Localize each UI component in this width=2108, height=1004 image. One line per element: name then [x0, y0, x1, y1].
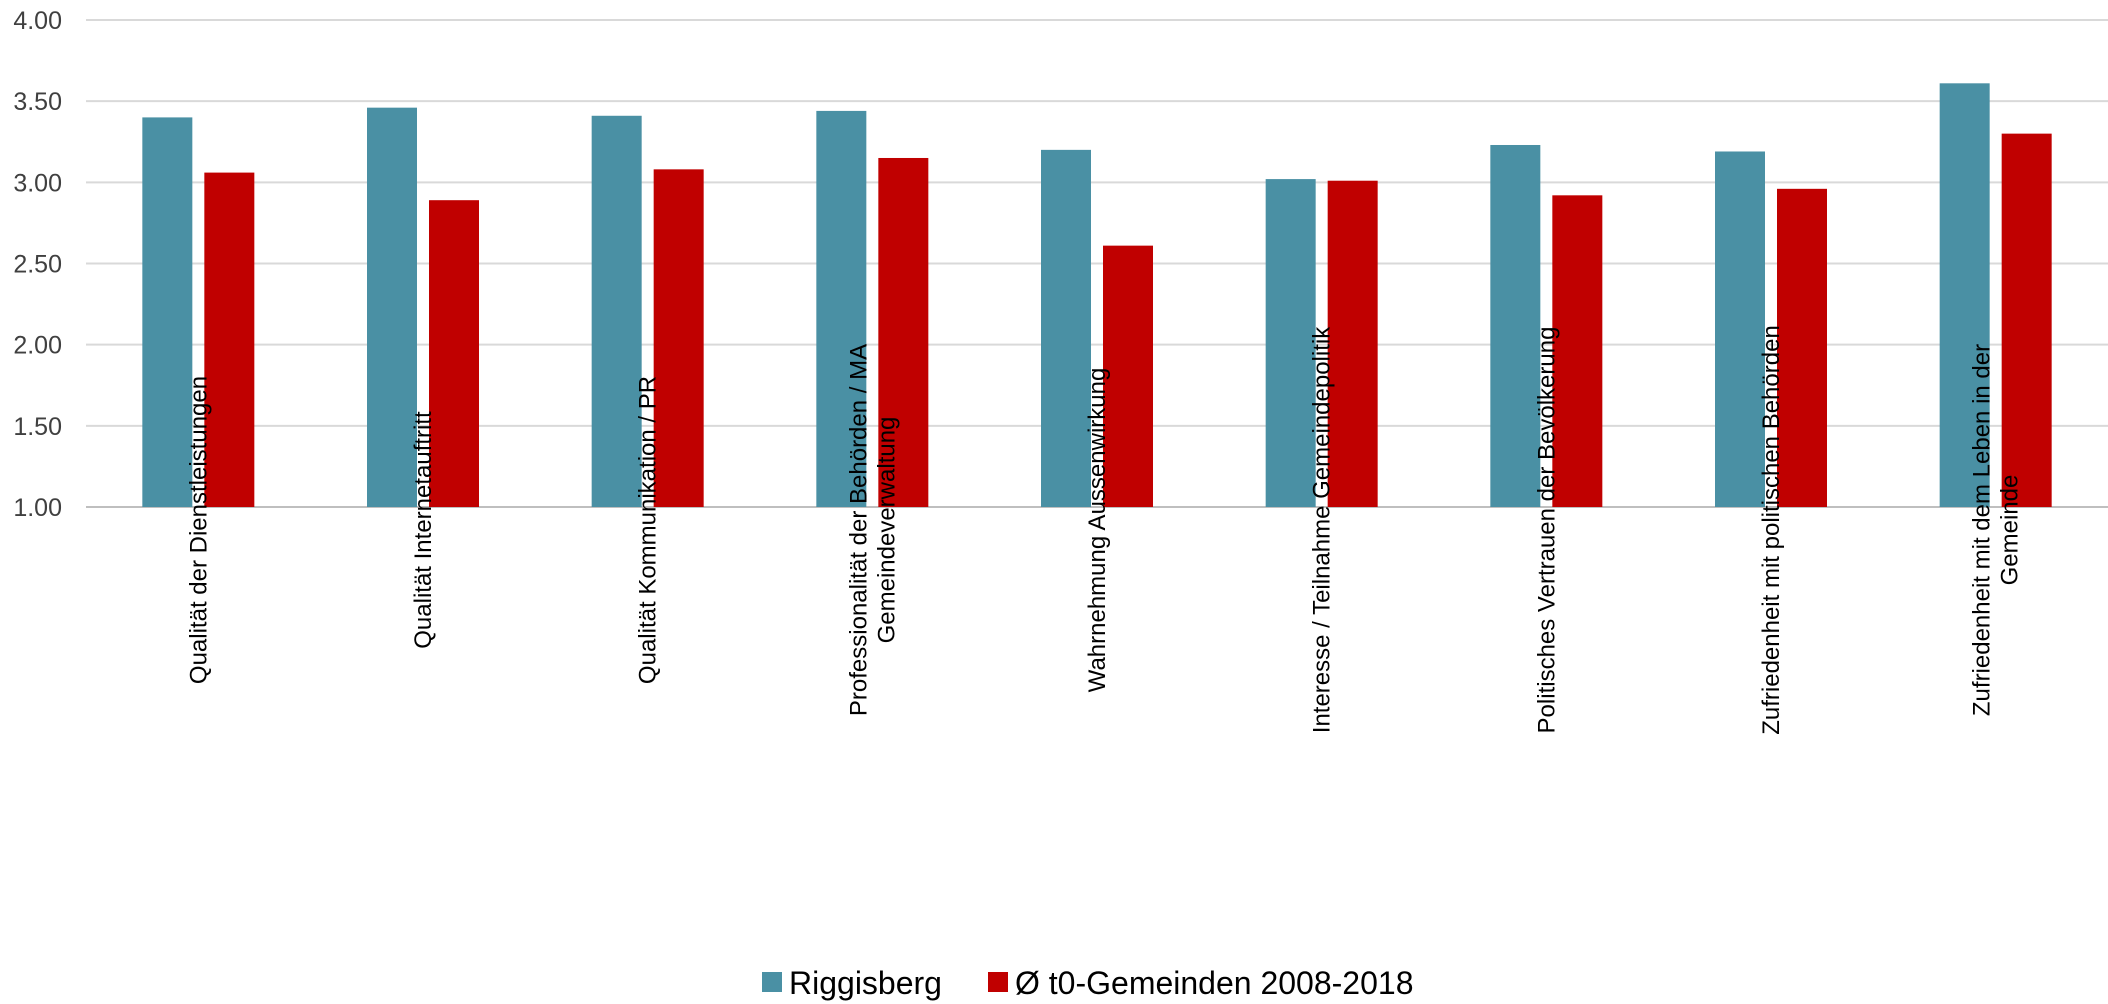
x-category-label: Zufriedenheit mit dem Leben in derGemein…: [1969, 344, 2024, 716]
x-axis-labels: Qualität der Dienstleistungen Qualität In…: [185, 325, 2023, 735]
bar-riggisberg: [591, 115, 642, 507]
x-category-label: Wahrnehmung Aussenwirkung: [1084, 368, 1111, 693]
bar-riggisberg: [1715, 151, 1765, 508]
bar-riggisberg: [1265, 179, 1316, 507]
bar-riggisberg: [1490, 144, 1541, 507]
legend: Riggisberg Ø t0-Gemeinden 2008-2018: [762, 965, 1413, 1001]
x-category-label: Qualität der Dienstleistungen: [185, 376, 212, 684]
y-tick-label: 4.00: [13, 7, 62, 35]
y-tick-label: 1.50: [13, 413, 62, 441]
bar-riggisberg: [367, 107, 417, 507]
bar-riggisberg: [816, 110, 867, 507]
legend-swatch: [762, 972, 782, 992]
x-category-label: Qualität Internetauftritt: [410, 411, 437, 649]
x-category-label: Politisches Vertrauen der Bevölkerung: [1533, 327, 1560, 734]
y-tick-label: 2.50: [13, 251, 62, 279]
y-tick-label: 3.00: [13, 169, 62, 197]
y-tick-label: 1.00: [13, 494, 62, 522]
y-tick-label: 2.00: [13, 332, 62, 360]
bar-t0-gemeinden: [1103, 245, 1153, 508]
x-category-label: Qualität Kommunikation / PR: [635, 376, 662, 684]
bar-riggisberg: [142, 117, 193, 508]
bar-t0-gemeinden: [204, 172, 255, 508]
y-tick-label: 3.50: [13, 88, 62, 116]
bar-t0-gemeinden: [1327, 180, 1378, 507]
legend-swatch: [988, 972, 1008, 992]
legend-item-t0-gemeinden: Ø t0-Gemeinden 2008-2018: [1015, 965, 1413, 1001]
bar-t0-gemeinden: [653, 169, 704, 507]
bar-t0-gemeinden: [1777, 188, 1827, 507]
x-category-label: Zufriedenheit mit politischen Behörden: [1758, 325, 1785, 735]
y-axis-ticks: 1.00 1.50 2.00 2.50 3.00 3.50 4.00: [13, 7, 62, 522]
x-category-label: Interesse / Teilnahme Gemeindepolitik: [1309, 326, 1336, 733]
bar-riggisberg: [1939, 83, 1990, 507]
bar-t0-gemeinden: [429, 200, 479, 507]
x-category-label: Professionalität der Behörden / MAGemein…: [845, 344, 900, 716]
legend-item-riggisberg: Riggisberg: [789, 965, 942, 1001]
bar-t0-gemeinden: [1552, 195, 1603, 507]
bar-t0-gemeinden: [878, 157, 929, 507]
bar-t0-gemeinden: [2001, 133, 2052, 507]
bar-riggisberg: [1041, 149, 1091, 507]
gridlines: [86, 19, 2108, 508]
bars: [142, 83, 2052, 508]
